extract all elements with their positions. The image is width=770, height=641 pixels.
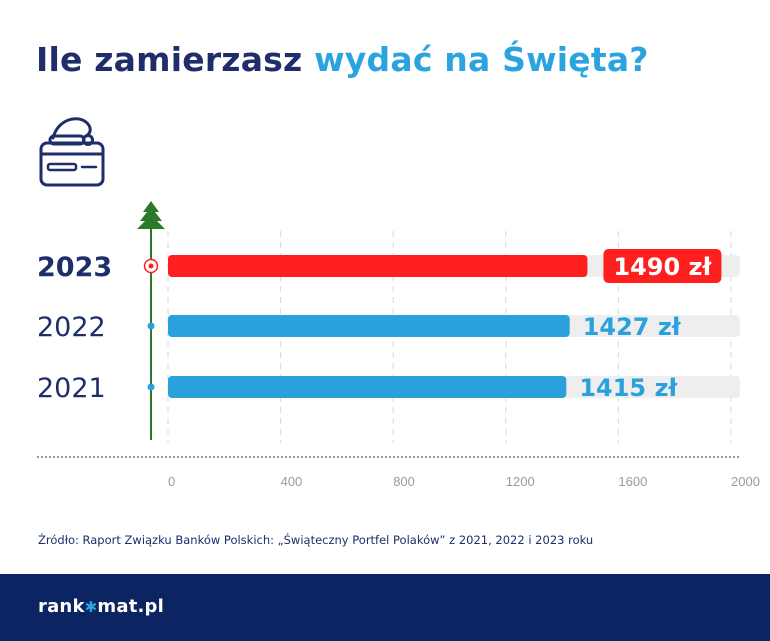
value-label: 1427 zł bbox=[583, 313, 682, 341]
footer-bar: rank✱mat.pl bbox=[0, 574, 770, 641]
axis-marker bbox=[147, 322, 155, 330]
bar bbox=[168, 315, 570, 337]
brand-logo[interactable]: rank✱mat.pl bbox=[38, 596, 164, 617]
title-part-1: Ile zamierzasz bbox=[36, 40, 303, 79]
christmas-tree-icon bbox=[137, 201, 165, 229]
value-label: 1490 zł bbox=[613, 253, 712, 281]
axis-marker-dot bbox=[148, 263, 154, 269]
logo-right: mat.pl bbox=[97, 596, 164, 617]
logo-left: rank bbox=[38, 596, 85, 617]
axis-marker bbox=[147, 383, 155, 391]
title-part-2: wydać na Święta? bbox=[314, 40, 649, 79]
bar-chart: 2023 1490 zł 2022 1427 zł 2021 1415 zł 0 400 80… bbox=[37, 201, 760, 489]
bar bbox=[168, 255, 588, 277]
x-tick-label: 400 bbox=[281, 474, 303, 489]
credit-card-santa-hat-icon bbox=[39, 117, 105, 187]
x-tick-label: 0 bbox=[168, 474, 175, 489]
bar bbox=[168, 376, 567, 398]
x-tick-label: 2000 bbox=[731, 474, 760, 489]
category-label: 2023 bbox=[37, 252, 112, 283]
category-label: 2022 bbox=[37, 312, 106, 343]
x-tick-label: 1600 bbox=[618, 474, 647, 489]
logo-star-icon: ✱ bbox=[84, 598, 98, 616]
value-label: 1415 zł bbox=[579, 374, 678, 402]
value-badge bbox=[603, 249, 722, 283]
vertical-axis bbox=[137, 201, 165, 440]
bar-rows: 2023 1490 zł 2022 1427 zł 2021 1415 zł bbox=[37, 249, 740, 404]
source-note: Źródło: Raport Związku Banków Polskich: … bbox=[38, 533, 594, 547]
page-title: Ile zamierzasz wydać na Święta? bbox=[36, 40, 649, 79]
x-tick-label: 800 bbox=[393, 474, 415, 489]
x-tick-label: 1200 bbox=[506, 474, 535, 489]
category-label: 2021 bbox=[37, 373, 106, 404]
